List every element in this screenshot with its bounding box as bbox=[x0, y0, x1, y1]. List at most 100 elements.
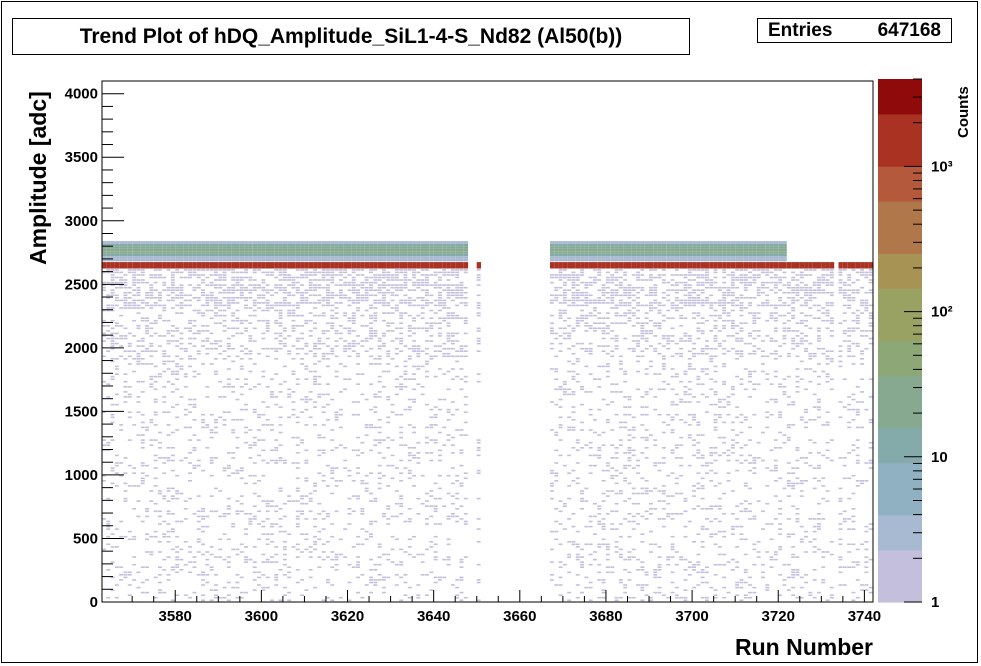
heatmap-cell bbox=[330, 246, 335, 249]
heatmap-cell bbox=[571, 258, 576, 262]
heatmap-cell bbox=[661, 421, 666, 424]
heatmap-cell bbox=[687, 258, 693, 262]
heatmap-cell bbox=[593, 551, 597, 553]
heatmap-cell bbox=[214, 274, 218, 276]
heatmap-cell bbox=[390, 454, 395, 457]
heatmap-peak-cell bbox=[226, 262, 232, 269]
heatmap-cell bbox=[295, 487, 300, 490]
heatmap-cell bbox=[170, 599, 175, 602]
heatmap-cell bbox=[614, 337, 619, 340]
heatmap-cell bbox=[429, 327, 434, 330]
heatmap-cell bbox=[239, 251, 245, 254]
heatmap-cell bbox=[692, 439, 696, 441]
heatmap-cell bbox=[700, 596, 705, 599]
heatmap-cell bbox=[149, 439, 154, 441]
heatmap-cell bbox=[446, 307, 451, 309]
heatmap-cell bbox=[149, 327, 154, 330]
heatmap-cell bbox=[420, 289, 425, 291]
heatmap-peak-cell bbox=[351, 262, 357, 269]
heatmap-cell bbox=[300, 253, 305, 257]
heatmap-cell bbox=[407, 299, 412, 302]
heatmap-cell bbox=[575, 304, 580, 307]
heatmap-cell bbox=[188, 330, 192, 332]
heatmap-cells bbox=[102, 241, 873, 602]
heatmap-cell bbox=[119, 474, 124, 477]
heatmap-cell bbox=[580, 291, 584, 294]
heatmap-cell bbox=[183, 541, 188, 543]
heatmap-cell bbox=[291, 258, 296, 262]
heatmap-cell bbox=[347, 299, 352, 302]
heatmap-cell bbox=[244, 403, 248, 406]
heatmap-cell bbox=[433, 523, 438, 525]
heatmap-cell bbox=[226, 355, 231, 358]
heatmap-cell bbox=[554, 462, 559, 464]
heatmap-cell bbox=[295, 490, 300, 492]
heatmap-cell bbox=[192, 309, 197, 312]
heatmap-cell bbox=[442, 347, 447, 350]
heatmap-cell bbox=[649, 513, 653, 515]
heatmap-cell bbox=[209, 309, 214, 312]
heatmap-cell bbox=[476, 327, 481, 330]
heatmap-cell bbox=[338, 246, 344, 249]
heatmap-cell bbox=[343, 281, 348, 284]
heatmap-cell bbox=[231, 429, 236, 431]
heatmap-cell bbox=[308, 256, 313, 259]
heatmap-cell bbox=[334, 246, 339, 249]
heatmap-cell bbox=[162, 558, 167, 561]
heatmap-cell bbox=[640, 515, 645, 518]
heatmap-cell bbox=[145, 330, 149, 332]
heatmap-cell bbox=[265, 533, 270, 535]
heatmap-cell bbox=[149, 363, 154, 365]
heatmap-cell bbox=[386, 256, 391, 259]
heatmap-cell bbox=[412, 431, 416, 434]
heatmap-cell bbox=[364, 253, 369, 257]
heatmap-cell bbox=[218, 416, 223, 419]
heatmap-cell bbox=[580, 429, 584, 431]
heatmap-cell bbox=[631, 416, 636, 419]
heatmap-cell bbox=[614, 269, 619, 271]
heatmap-cell bbox=[106, 525, 111, 528]
heatmap-cell bbox=[386, 370, 391, 373]
heatmap-cell bbox=[158, 274, 162, 276]
heatmap-cell bbox=[295, 253, 301, 257]
heatmap-cell bbox=[136, 358, 141, 360]
heatmap-cell bbox=[584, 586, 589, 589]
heatmap-cell bbox=[132, 472, 137, 474]
heatmap-cell bbox=[386, 350, 391, 352]
heatmap-cell bbox=[244, 513, 248, 515]
heatmap-cell bbox=[567, 599, 572, 602]
heatmap-cell bbox=[179, 307, 184, 309]
heatmap-cell bbox=[334, 317, 339, 319]
heatmap-cell bbox=[627, 413, 632, 416]
heatmap-cell bbox=[382, 474, 386, 477]
heatmap-cell bbox=[476, 579, 481, 581]
heatmap-cell bbox=[580, 258, 585, 262]
heatmap-cell bbox=[571, 248, 576, 252]
heatmap-cell bbox=[162, 350, 167, 352]
heatmap-cell bbox=[183, 373, 188, 375]
heatmap-cell bbox=[644, 312, 649, 314]
heatmap-cell bbox=[136, 352, 141, 355]
heatmap-cell bbox=[653, 284, 658, 286]
heatmap-cell bbox=[713, 472, 718, 474]
heatmap-cell bbox=[218, 299, 223, 302]
heatmap-cell bbox=[360, 299, 365, 302]
heatmap-cell bbox=[179, 241, 184, 244]
heatmap-cell bbox=[450, 332, 455, 335]
heatmap-peak-cell bbox=[373, 262, 378, 269]
heatmap-cell bbox=[330, 322, 335, 324]
heatmap-cell bbox=[261, 459, 266, 462]
heatmap-cell bbox=[295, 436, 300, 439]
heatmap-cell bbox=[567, 335, 572, 337]
heatmap-cell bbox=[282, 515, 287, 518]
heatmap-cell bbox=[377, 472, 382, 474]
heatmap-cell bbox=[231, 276, 236, 279]
heatmap-cell bbox=[700, 269, 705, 271]
heatmap-cell bbox=[674, 457, 679, 459]
heatmap-cell bbox=[403, 269, 408, 271]
heatmap-cell bbox=[369, 330, 373, 332]
heatmap-cell bbox=[183, 347, 188, 350]
heatmap-cell bbox=[610, 490, 615, 492]
heatmap-cell bbox=[278, 289, 283, 291]
heatmap-cell bbox=[558, 246, 563, 249]
